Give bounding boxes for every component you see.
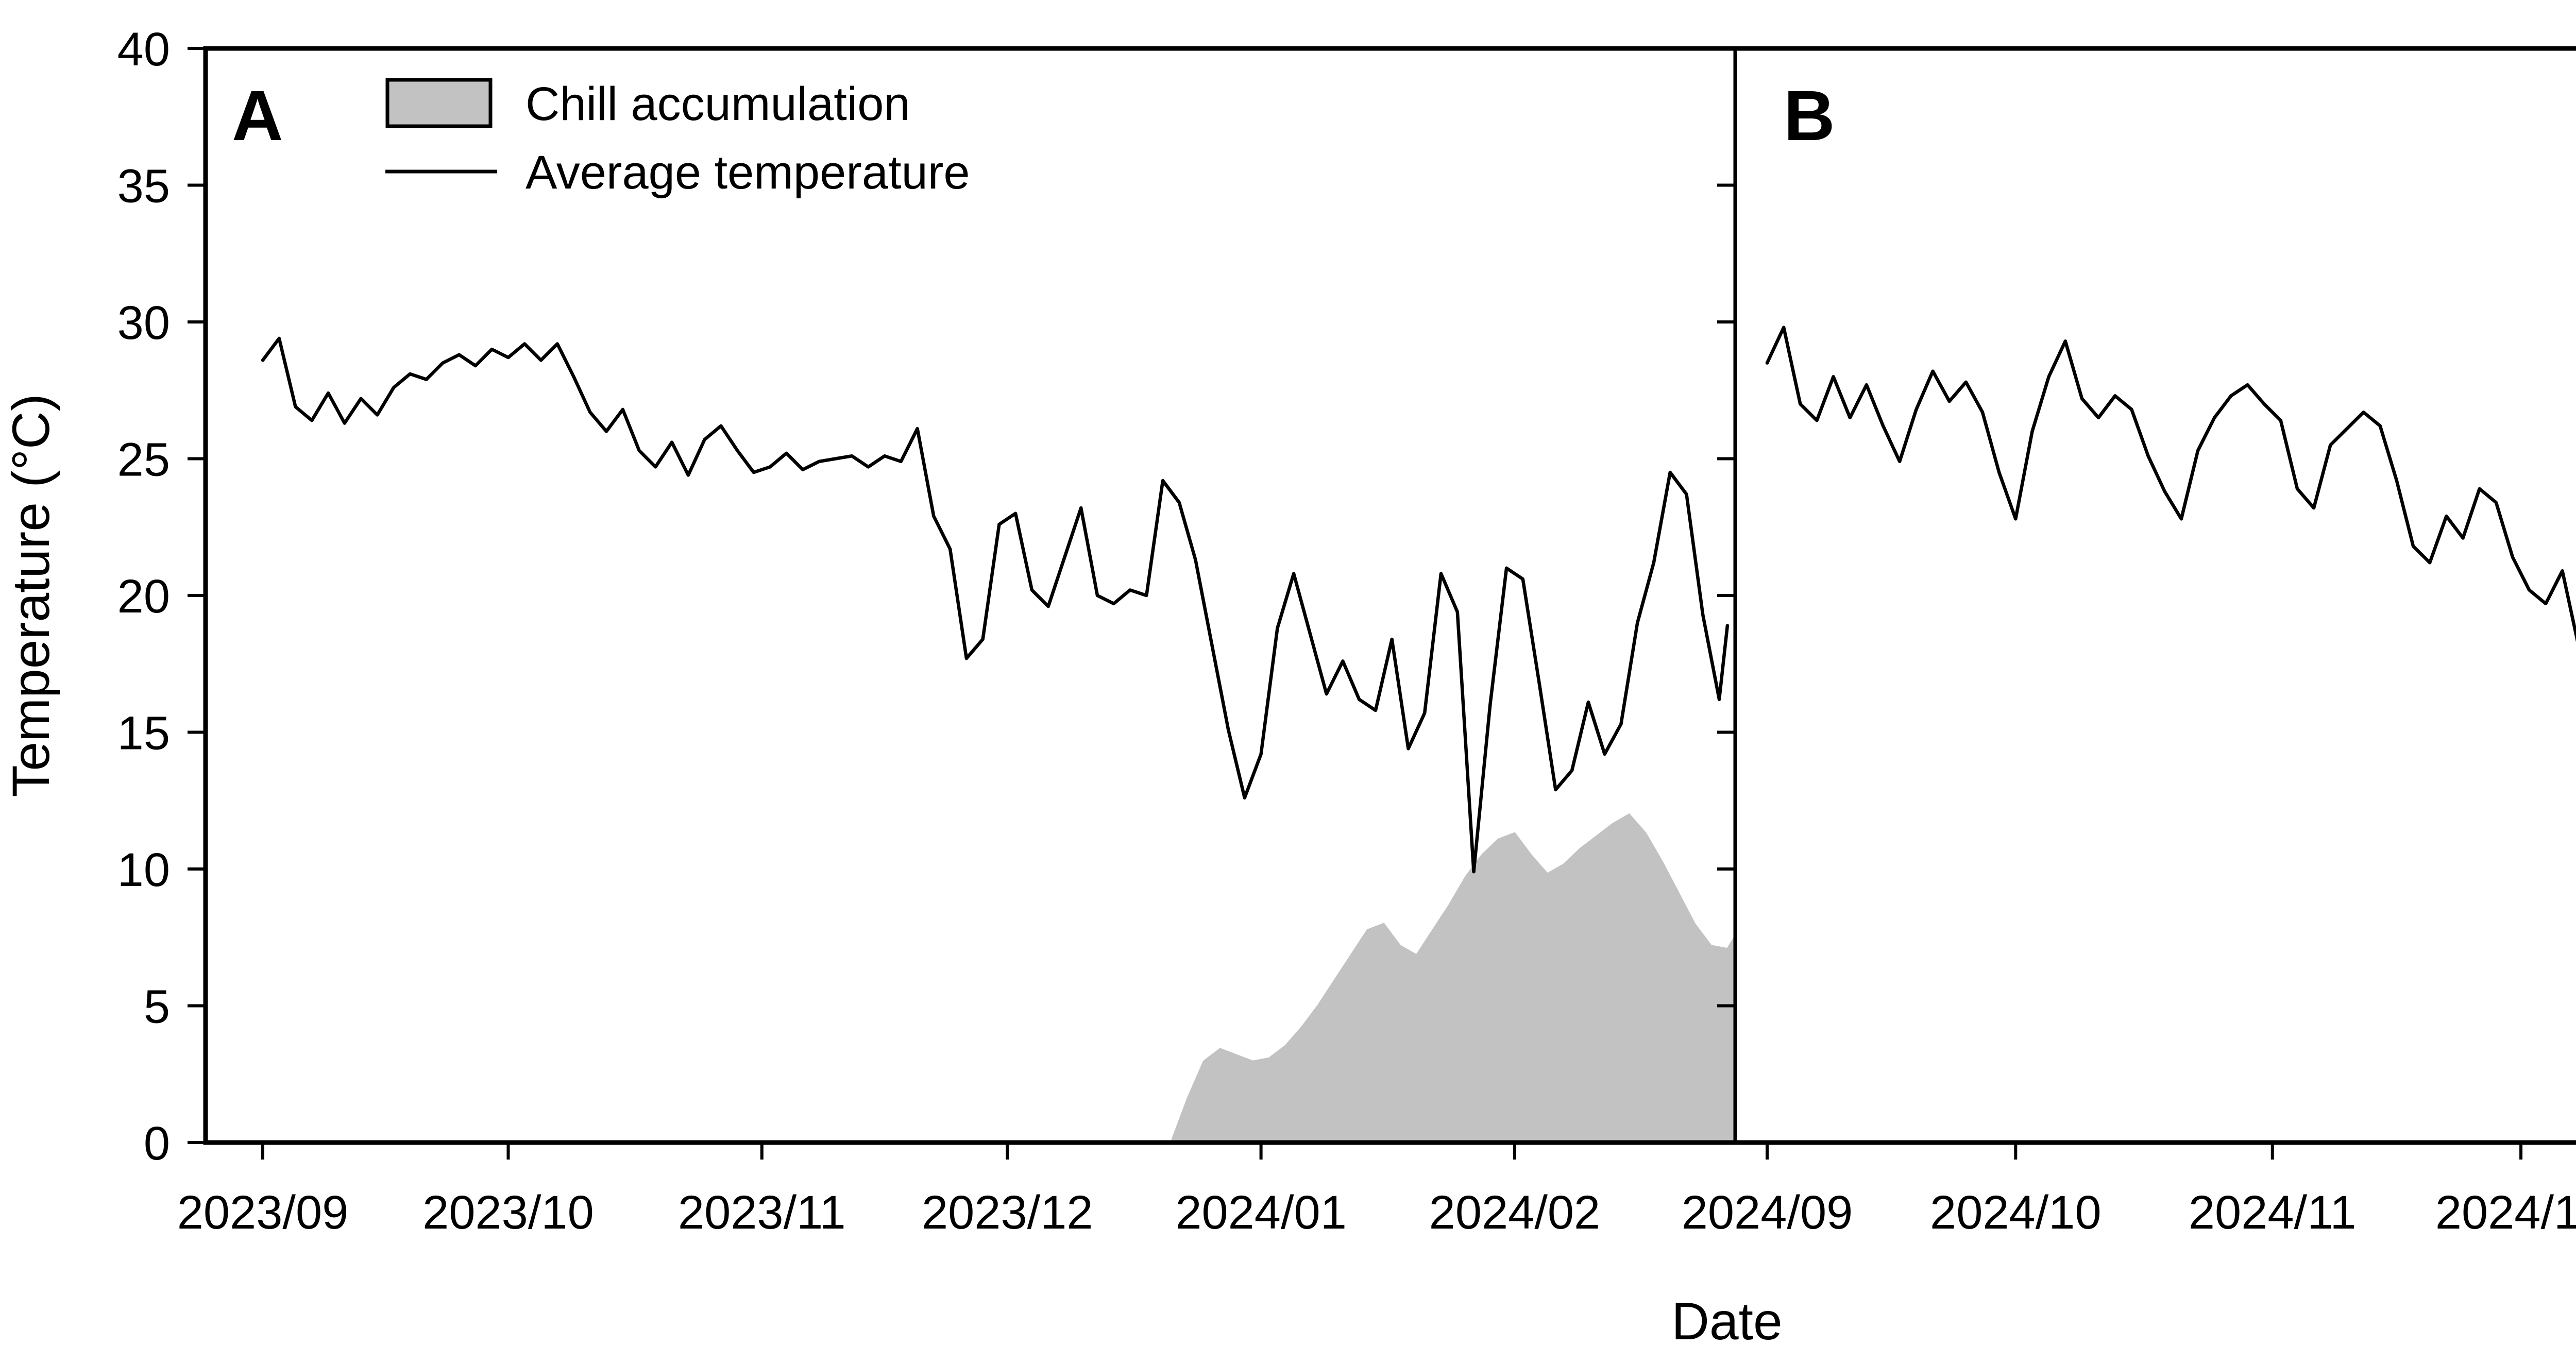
plot-frame	[203, 46, 2576, 1145]
y-left-tick-label: 0	[144, 1117, 170, 1170]
y-left-tick-label: 35	[117, 160, 170, 213]
x-month-tick-label: 2024/12	[2435, 1186, 2576, 1239]
y-left-tick-label: 10	[117, 844, 170, 896]
x-month-tick-label: 2023/12	[922, 1186, 1093, 1239]
y-left-tick-label: 40	[117, 23, 170, 76]
x-month-tick-label: 2024/10	[1930, 1186, 2102, 1239]
x-month-tick-label: 2024/11	[2189, 1186, 2357, 1239]
panel-a-letter: A	[232, 76, 283, 156]
y-left-axis-title: Temperature (°C)	[2, 394, 60, 797]
average-temperature-line-b	[1765, 326, 2576, 642]
panel-b-letter: B	[1784, 76, 1835, 156]
x-month-tick-label: 2023/09	[177, 1186, 349, 1239]
y-left-tick-label: 5	[144, 981, 170, 1033]
legend-temp-label: Average temperature	[526, 146, 970, 199]
x-axis-title: Date	[1671, 1292, 1782, 1351]
x-month-tick-label: 2024/01	[1175, 1186, 1347, 1239]
legend-area-swatch	[385, 78, 493, 128]
x-month-tick-label: 2024/09	[1682, 1186, 1853, 1239]
y-left-tick-label: 30	[117, 297, 170, 349]
x-month-tick-label: 2023/11	[678, 1186, 846, 1239]
legend: Chill accumulation Average temperature	[385, 78, 970, 199]
axis-ticks	[188, 47, 2523, 1160]
legend-chill-label: Chill accumulation	[526, 78, 910, 130]
y-left-tick-label: 15	[117, 707, 170, 760]
axis-tick-labels: 0510152025303540050100150200250300350202…	[117, 23, 2576, 1239]
panel-a-series	[261, 336, 1736, 1144]
y-left-tick-label: 20	[117, 570, 170, 623]
panel-b-series	[1765, 326, 2576, 642]
y-left-tick-label: 25	[117, 434, 170, 486]
x-month-tick-label: 2023/10	[422, 1186, 594, 1239]
average-temperature-line-a	[261, 336, 1730, 874]
x-month-tick-label: 2024/02	[1429, 1186, 1601, 1239]
